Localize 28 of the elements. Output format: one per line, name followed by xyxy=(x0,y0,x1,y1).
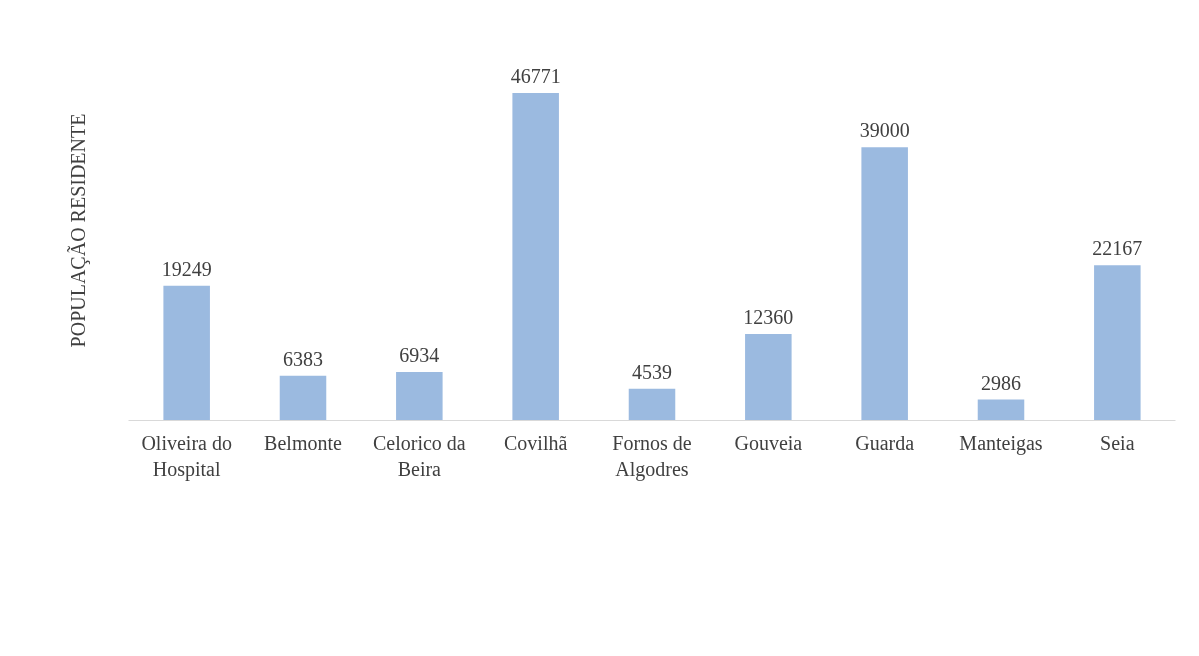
x-tick-label: Celorico da Beira xyxy=(372,431,466,480)
data-label: 2986 xyxy=(981,371,1021,394)
data-label: 22167 xyxy=(1092,237,1143,260)
x-tick-label: Guarda xyxy=(855,431,915,454)
bar xyxy=(861,147,908,421)
bar xyxy=(279,375,327,421)
x-tick-label: Fornos de Algodres xyxy=(612,431,692,481)
bar xyxy=(745,333,792,421)
x-tick-label: Manteigas xyxy=(959,431,1043,455)
bar xyxy=(396,371,443,421)
x-tick-label: Belmonte xyxy=(264,431,342,454)
x-tick-label: Oliveira do Hospital xyxy=(141,431,232,481)
data-label: 4539 xyxy=(632,360,672,383)
y-axis-title: POPULAÇÃO RESIDENTE xyxy=(65,113,90,348)
data-label: 6383 xyxy=(283,347,323,370)
bar xyxy=(163,285,210,421)
x-tick-label: Seia xyxy=(1100,431,1135,454)
bar xyxy=(628,388,676,421)
bar xyxy=(977,399,1025,421)
data-label: 6934 xyxy=(399,343,440,366)
x-tick-label: Covilhã xyxy=(504,431,568,454)
data-label: 19249 xyxy=(161,257,212,280)
data-label: 12360 xyxy=(743,305,794,328)
data-label: 46771 xyxy=(510,64,561,87)
bar xyxy=(512,92,559,421)
bar xyxy=(1094,265,1141,421)
data-label: 39000 xyxy=(859,119,910,142)
x-tick-label: Gouveia xyxy=(734,431,803,454)
